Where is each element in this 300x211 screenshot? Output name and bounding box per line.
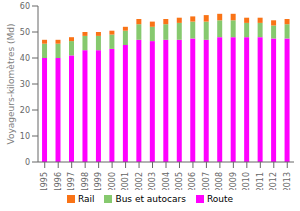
- svg-text:2004: 2004: [162, 172, 171, 190]
- svg-text:2010: 2010: [242, 172, 251, 190]
- svg-text:20: 20: [20, 106, 30, 115]
- svg-text:2000: 2000: [108, 172, 117, 190]
- html-text:Route: Route: [207, 194, 234, 204]
- svg-text:1997: 1997: [67, 172, 76, 190]
- svg-text:2011: 2011: [256, 172, 265, 190]
- svg-text:30: 30: [20, 80, 30, 89]
- html-text:Bus et autocars: Bus et autocars: [115, 194, 186, 204]
- svg-text:2006: 2006: [188, 172, 197, 190]
- svg-text:2008: 2008: [215, 172, 224, 190]
- svg-text:50: 50: [20, 28, 30, 37]
- svg-text:2002: 2002: [135, 172, 144, 190]
- svg-text:1996: 1996: [54, 172, 63, 190]
- svg-text:10: 10: [20, 132, 30, 141]
- svg-text:40: 40: [20, 54, 30, 63]
- svg-text:60: 60: [20, 2, 30, 11]
- svg-text:2009: 2009: [229, 172, 238, 190]
- svg-text:1998: 1998: [81, 172, 90, 190]
- html-text:Rail: Rail: [77, 194, 95, 204]
- svg-text:2013: 2013: [283, 172, 292, 190]
- svg-text:0: 0: [25, 158, 30, 167]
- svg-text:2012: 2012: [269, 172, 278, 190]
- svg-text:2007: 2007: [202, 172, 211, 190]
- svg-text:Voyageurs-kilomètres (Md): Voyageurs-kilomètres (Md): [8, 23, 16, 144]
- svg-text:2005: 2005: [175, 172, 184, 190]
- svg-text:1995: 1995: [40, 172, 49, 190]
- svg-text:2001: 2001: [121, 172, 130, 190]
- svg-text:1999: 1999: [94, 172, 103, 190]
- svg-text:2003: 2003: [148, 172, 157, 190]
